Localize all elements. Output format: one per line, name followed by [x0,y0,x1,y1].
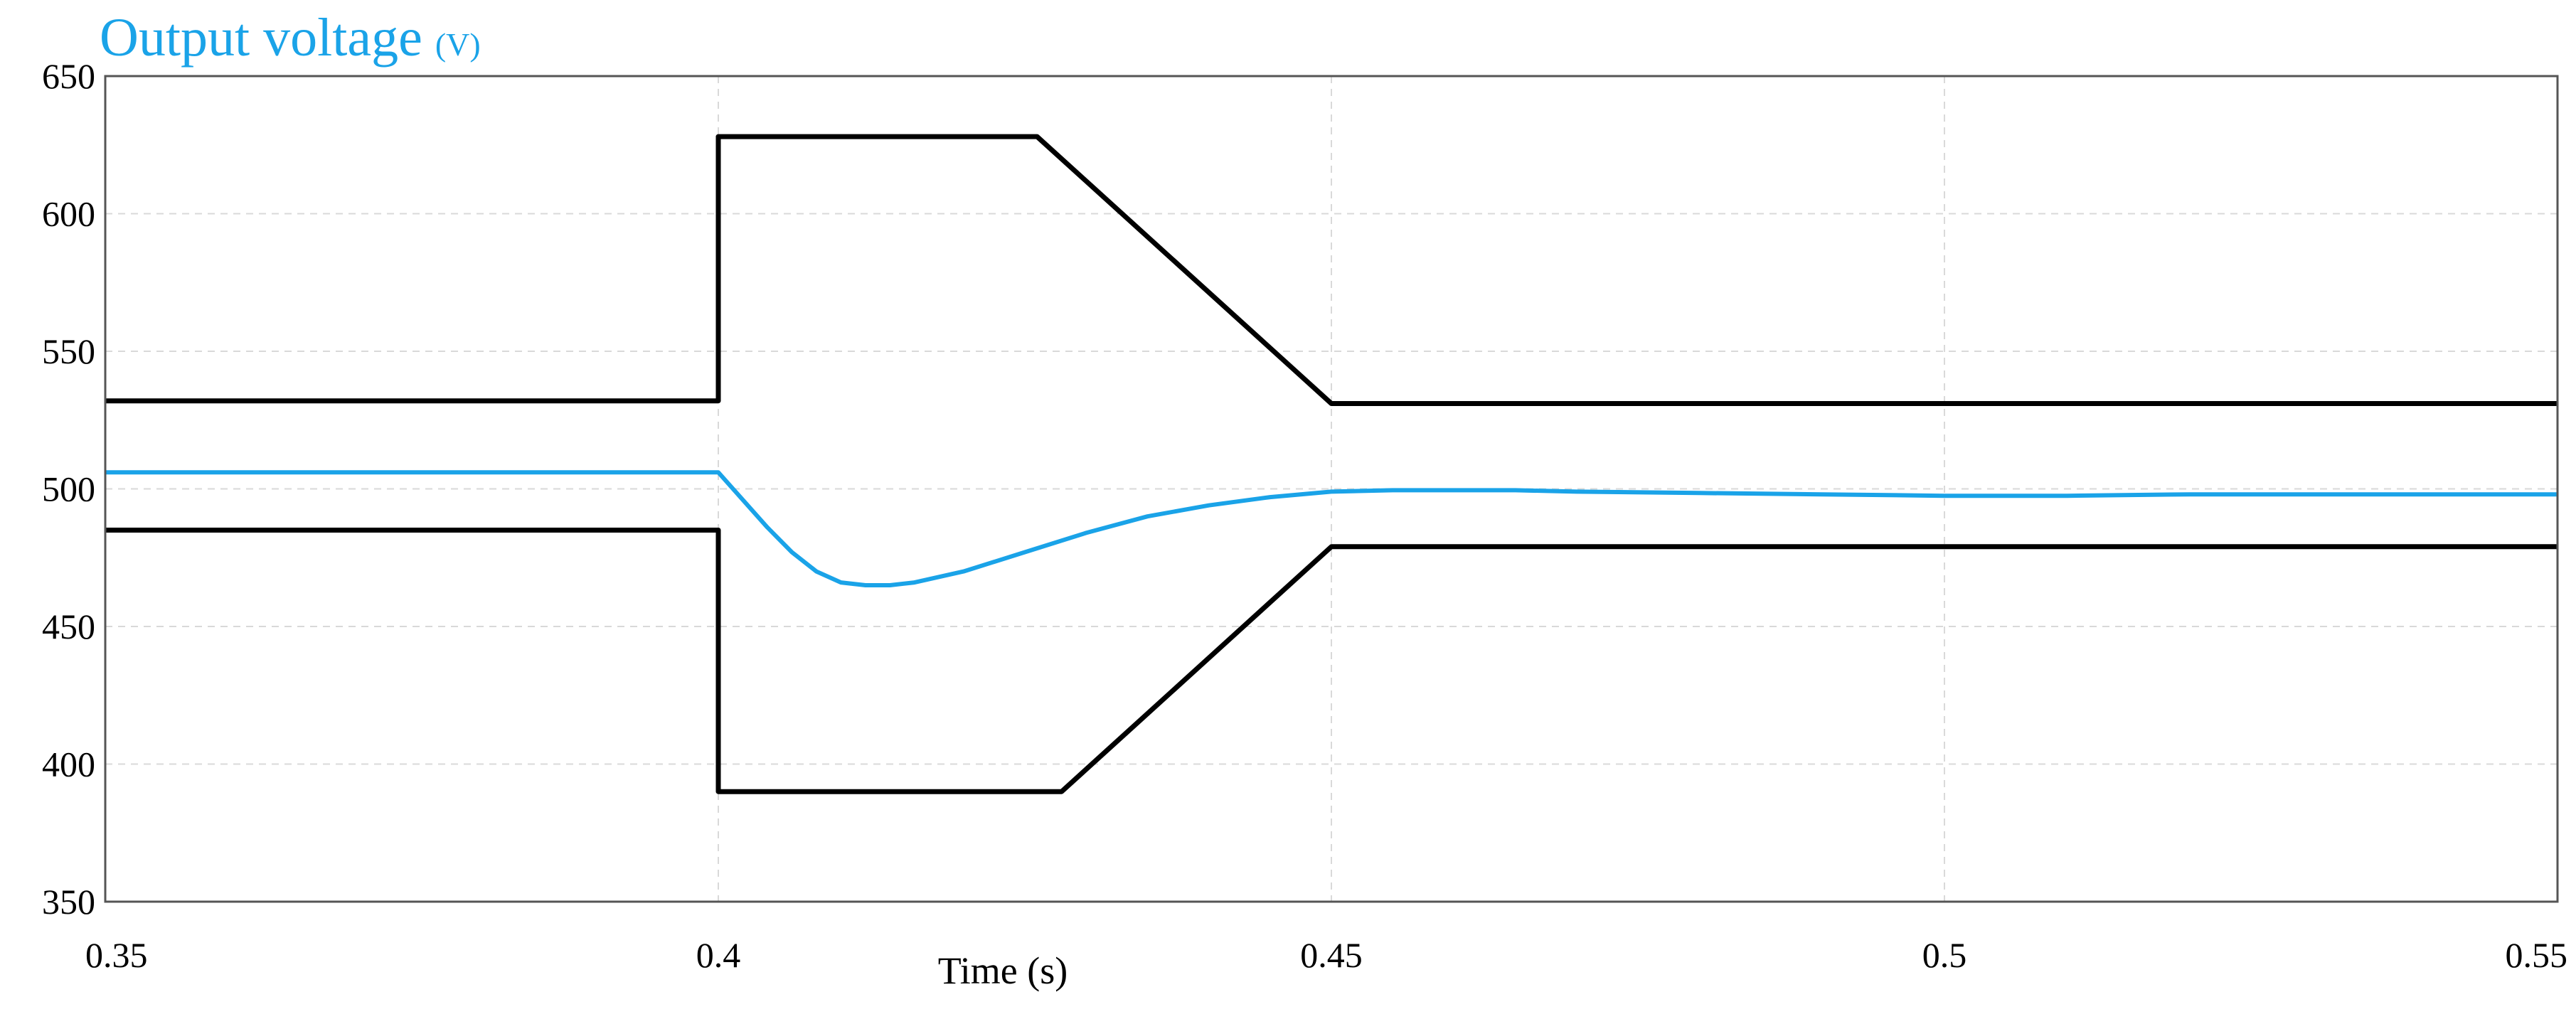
series-lines [105,134,2558,794]
y-tick-label: 550 [42,331,95,371]
grid-lines [105,75,2558,902]
x-tick-labels: 0.35 0.4 0.45 0.5 0.55 [85,935,2567,975]
x-tick-label: 0.4 [696,935,741,975]
series-line-output [105,470,2558,587]
x-tick-label: 0.35 [85,935,148,975]
y-tick-label: 350 [42,882,95,922]
series-line-upper-bound [105,134,2558,406]
x-tick-label: 0.55 [2506,935,2568,975]
chart-title-unit: (V) [435,26,481,63]
y-tick-label: 500 [42,469,95,509]
y-tick-label: 400 [42,745,95,784]
chart-title-text: Output voltage [100,8,422,68]
plot-frame [104,75,2559,903]
chart-title: Output voltage (V) [100,8,481,68]
series-line-lower-bound [105,528,2558,794]
x-axis-label: Time (s) [938,949,1068,992]
y-tick-label: 650 [42,56,95,96]
y-tick-label: 600 [42,194,95,234]
x-tick-label: 0.45 [1300,935,1363,975]
y-tick-labels: 350 400 450 500 550 600 650 [42,56,95,922]
x-tick-label: 0.5 [1922,935,1967,975]
y-tick-label: 450 [42,607,95,646]
